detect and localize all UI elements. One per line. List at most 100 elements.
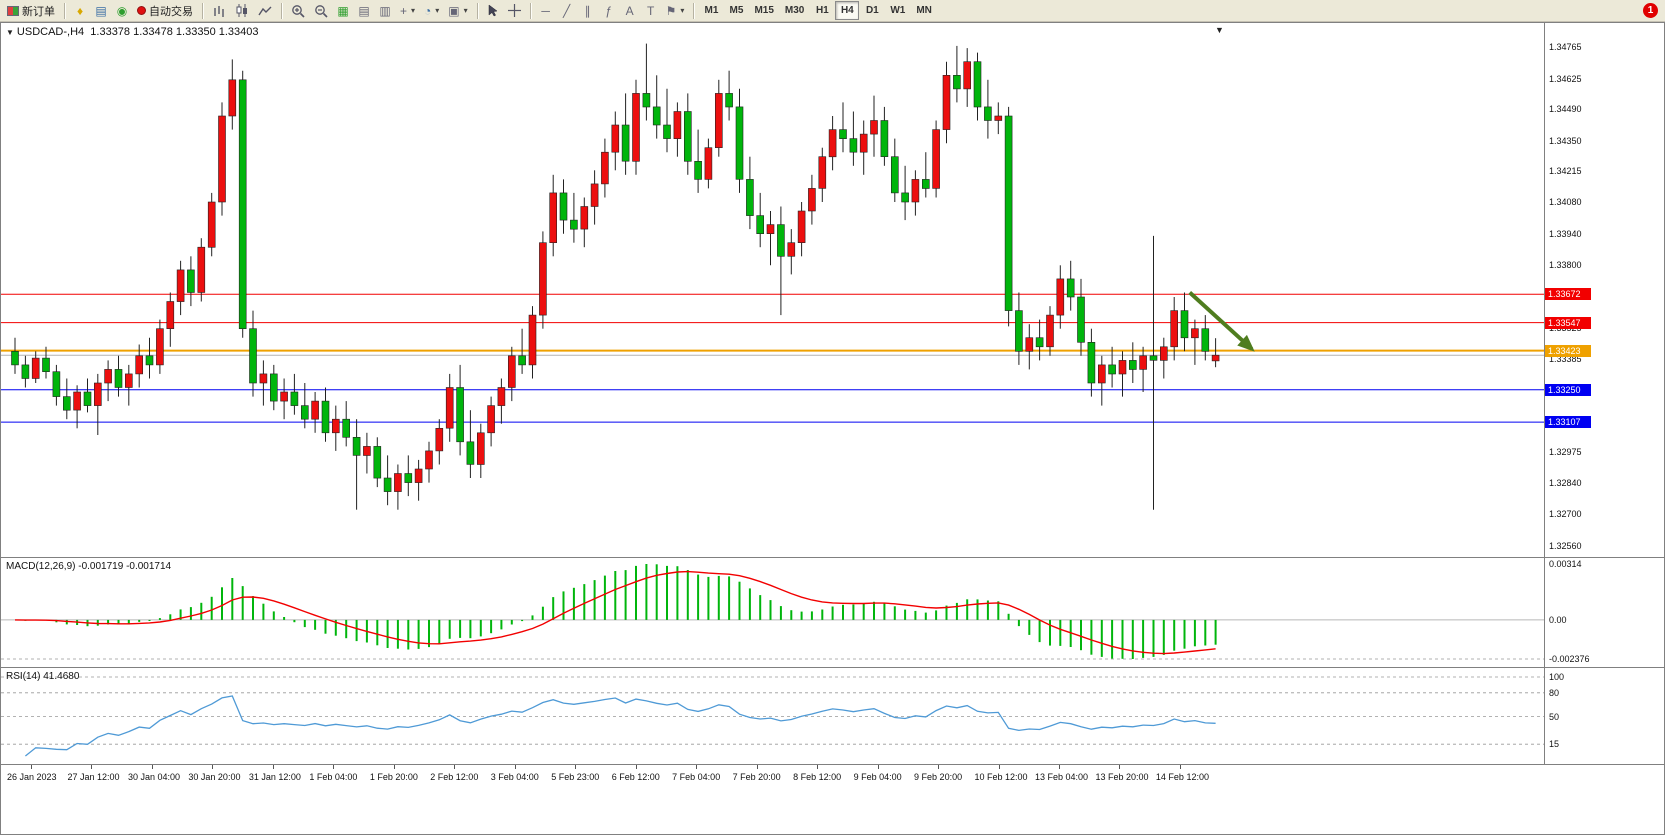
horizontal-line-button[interactable]: ─ (536, 1, 556, 20)
toolbar-separator (202, 2, 203, 19)
price-level-tag[interactable]: 1.33672 (1545, 288, 1591, 301)
main-chart-pane: ▼ USDCAD-,H4 1.33378 1.33478 1.33350 1.33… (1, 23, 1664, 557)
line-chart-button[interactable] (254, 1, 276, 20)
new-order-label: 新订单 (22, 5, 55, 18)
time-axis-label: 8 Feb 12:00 (793, 772, 842, 782)
price-level-tag[interactable]: 1.33107 (1545, 416, 1591, 429)
terminal-button[interactable]: ◉ (112, 1, 132, 20)
time-axis-label: 14 Feb 12:00 (1155, 772, 1209, 782)
macd-pane: MACD(12,26,9) -0.001719 -0.001714 0.0031… (1, 557, 1664, 667)
timeframe-m5-button[interactable]: M5 (724, 1, 748, 20)
channel-button[interactable]: ∥ (578, 1, 598, 20)
cascade-windows-button[interactable]: ▤ (354, 1, 374, 20)
price-axis[interactable]: 1.34765 1.34625 1.34490 1.34350 1.34215 1.340… (1544, 23, 1664, 557)
notification-badge[interactable]: 1 (1643, 3, 1658, 18)
rsi-axis[interactable]: 100 80 50 15 (1544, 668, 1664, 764)
price-axis-label: 1.34215 (1549, 166, 1582, 177)
zoom-in-button[interactable] (287, 1, 309, 20)
candlestick-chart-button[interactable] (231, 1, 253, 20)
arrange-windows-button[interactable]: ▥ (375, 1, 395, 20)
market-watch-button[interactable]: ♦ (70, 1, 90, 20)
label-tool-icon: T (646, 3, 655, 18)
timeframe-d1-button[interactable]: D1 (860, 1, 884, 20)
new-chart-icon: + (400, 3, 408, 18)
toolbar-separator (476, 2, 478, 19)
timeframe-mn-button[interactable]: MN (911, 1, 937, 20)
down-right-arrow (1237, 334, 1255, 352)
auto-trading-label: 自动交易 (149, 5, 193, 18)
rsi-axis-label: 50 (1549, 711, 1560, 722)
fibonacci-icon: ƒ (605, 3, 612, 18)
time-axis-tick (635, 765, 637, 769)
time-axis-label: 2 Feb 12:00 (430, 772, 479, 782)
time-axis-tick (1179, 765, 1181, 769)
price-chart-canvas[interactable] (1, 23, 1544, 557)
time-axis-label: 10 Feb 12:00 (974, 772, 1028, 782)
market-watch-icon: ♦ (76, 3, 84, 18)
chevron-down-icon: ▾ (463, 6, 468, 15)
template-button[interactable]: ▣ ▾ (444, 1, 471, 20)
timeframe-m30-button[interactable]: M30 (780, 1, 809, 20)
crosshair-icon (507, 4, 521, 17)
time-axis-label: 7 Feb 20:00 (732, 772, 781, 782)
rsi-label: RSI(14) 41.4680 (6, 671, 80, 682)
chevron-down-icon: ▾ (680, 6, 685, 15)
auto-trading-status-icon (137, 6, 146, 15)
time-axis-tick (1119, 765, 1121, 769)
new-chart-button[interactable]: + ▾ (396, 1, 419, 20)
chart-shift-marker[interactable]: ▼ (1215, 25, 1224, 35)
navigator-icon: ▤ (95, 3, 107, 18)
text-tool-button[interactable]: A (620, 1, 640, 20)
arrows-tool-button[interactable]: ⚑ ▾ (662, 1, 689, 20)
candlestick-chart-icon (236, 4, 247, 17)
cursor-button[interactable] (483, 1, 503, 20)
time-axis-tick (454, 765, 456, 769)
time-axis-label: 13 Feb 04:00 (1034, 772, 1089, 782)
price-axis-label: 1.32840 (1549, 477, 1582, 488)
time-axis-tick (1058, 765, 1060, 769)
macd-canvas[interactable] (1, 558, 1544, 667)
toolbar: 新订单 ♦ ▤ ◉ 自动交易 ▦ ▤ ▥ + ▾ ◔ ▾ ▣ ▾ ─ ╱ ∥ ƒ A … (0, 0, 1665, 22)
rsi-pane: RSI(14) 41.4680 100 80 50 15 (1, 667, 1664, 764)
time-axis[interactable]: 26 Jan 2023 27 Jan 12:00 30 Jan 04:00 30 Ja… (1, 764, 1664, 787)
navigator-button[interactable]: ▤ (91, 1, 111, 20)
template-icon: ▣ (448, 3, 460, 18)
price-level-tag[interactable]: 1.33547 (1545, 316, 1591, 329)
rsi-canvas[interactable] (1, 668, 1544, 764)
time-axis-tick (272, 765, 274, 769)
tile-windows-button[interactable]: ▦ (333, 1, 353, 20)
zoom-out-button[interactable] (310, 1, 332, 20)
rsi-axis-label: 100 (1549, 672, 1565, 682)
one-click-trading-toggle[interactable]: ▼ (6, 28, 14, 37)
crosshair-button[interactable] (504, 1, 525, 20)
price-axis-label: 1.32560 (1549, 540, 1582, 551)
price-level-tag[interactable]: 1.33250 (1545, 383, 1591, 396)
bar-chart-button[interactable] (208, 1, 230, 20)
time-axis-label: 9 Feb 20:00 (914, 772, 963, 782)
timeframe-group: M1 M5 M15 M30 H1 H4 D1 W1 MN (699, 1, 936, 20)
periods-button[interactable]: ◔ ▾ (420, 1, 443, 20)
bar-chart-icon (214, 5, 224, 17)
time-axis-label: 5 Feb 23:00 (551, 772, 600, 782)
timeframe-m1-button[interactable]: M1 (699, 1, 723, 20)
macd-axis[interactable]: 0.00314 0.00 -0.002376 (1544, 558, 1664, 667)
auto-trading-button[interactable]: 自动交易 (133, 1, 197, 20)
fibonacci-button[interactable]: ƒ (599, 1, 619, 20)
new-order-icon (7, 5, 19, 16)
timeframe-h4-button[interactable]: H4 (835, 1, 860, 20)
time-axis-tick (212, 765, 214, 769)
label-tool-button[interactable]: T (641, 1, 661, 20)
timeframe-w1-button[interactable]: W1 (885, 1, 910, 20)
price-axis-label: 1.34625 (1549, 73, 1582, 84)
timeframe-m15-button[interactable]: M15 (749, 1, 778, 20)
timeframe-h1-button[interactable]: H1 (810, 1, 834, 20)
trendline-icon: ╱ (563, 3, 571, 18)
price-level-tag[interactable]: 1.33423 (1545, 344, 1591, 357)
ohlc-values: 1.33378 1.33478 1.33350 1.33403 (90, 26, 259, 38)
new-order-button[interactable]: 新订单 (3, 1, 59, 20)
toolbar-separator (281, 2, 282, 19)
time-axis-tick (696, 765, 698, 769)
trendline-button[interactable]: ╱ (557, 1, 577, 20)
price-axis-label: 1.33385 (1549, 354, 1582, 365)
time-axis-label: 31 Jan 12:00 (248, 772, 301, 782)
